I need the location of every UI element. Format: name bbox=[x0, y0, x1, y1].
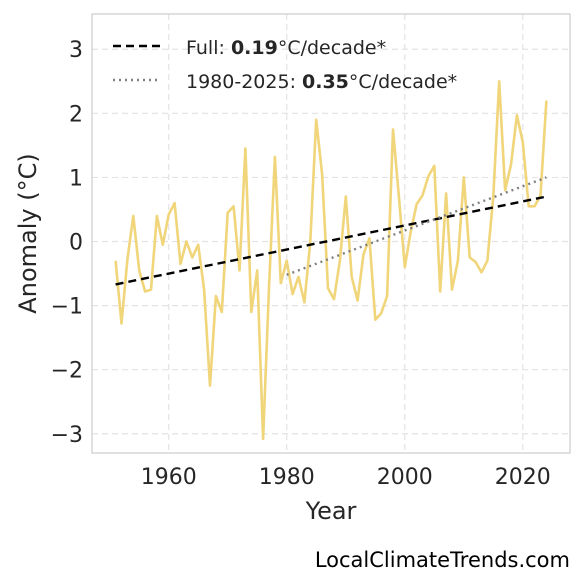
y-tick-label: −3 bbox=[51, 423, 83, 448]
x-tick-label: 2000 bbox=[377, 465, 433, 490]
legend: Full: 0.19°C/decade* 1980-2025: 0.35°C/d… bbox=[113, 37, 457, 93]
legend-prefix-full: Full: bbox=[186, 37, 231, 59]
y-tick-label: −2 bbox=[51, 359, 83, 384]
y-axis-label: Anomaly (°C) bbox=[14, 153, 42, 313]
x-tick-label: 2020 bbox=[495, 465, 551, 490]
series-layer bbox=[114, 80, 548, 441]
y-tick-label: 3 bbox=[69, 38, 83, 63]
y-tick-label: 1 bbox=[69, 166, 83, 191]
legend-label-recent: 1980-2025: 0.35°C/decade* bbox=[186, 71, 457, 93]
legend-suffix-recent: °C/decade* bbox=[349, 71, 457, 93]
y-tick-label: −1 bbox=[51, 295, 83, 320]
legend-value-full: 0.19 bbox=[231, 37, 278, 59]
legend-label-full: Full: 0.19°C/decade* bbox=[186, 37, 386, 59]
grid bbox=[92, 14, 570, 453]
series-line-1 bbox=[115, 195, 547, 286]
tick-labels: 1960 1980 2000 2020 −3 −2 −1 0 1 2 3 bbox=[51, 38, 551, 490]
x-tick-label: 1960 bbox=[141, 465, 197, 490]
plot-frame bbox=[91, 13, 571, 454]
series-line-2 bbox=[286, 176, 547, 276]
legend-prefix-recent: 1980-2025: bbox=[186, 71, 302, 93]
legend-value-recent: 0.35 bbox=[302, 71, 349, 93]
x-tick-label: 1980 bbox=[259, 465, 315, 490]
series-line-0 bbox=[114, 80, 548, 441]
x-axis-label: Year bbox=[305, 497, 357, 525]
legend-suffix-full: °C/decade* bbox=[278, 37, 386, 59]
site-credit: LocalClimateTrends.com bbox=[314, 548, 570, 572]
y-tick-label: 2 bbox=[69, 102, 83, 127]
y-tick-label: 0 bbox=[69, 231, 83, 256]
